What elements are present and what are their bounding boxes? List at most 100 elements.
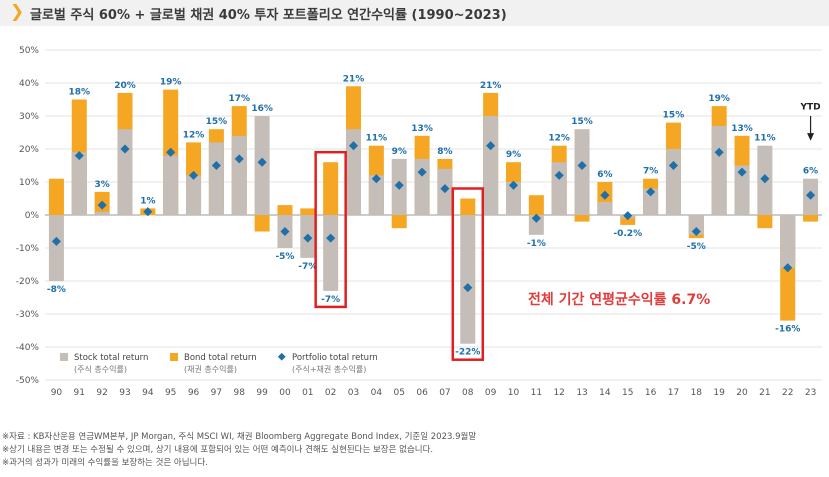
x-tick-label: 08 <box>462 388 474 398</box>
legend-sublabel: (주식+채권 총수익률) <box>292 364 366 374</box>
footnote-disclaimer: ※상기 내용은 변경 또는 수정될 수 있으며, 상기 내용에 포함되어 있는 … <box>2 445 434 455</box>
stock-bar-overlay <box>163 155 179 215</box>
x-tick-label: 19 <box>713 388 725 398</box>
data-label: 11% <box>754 134 776 144</box>
y-tick-label: 30% <box>19 112 39 122</box>
bond-bar <box>300 208 316 215</box>
data-label: -5% <box>275 252 294 262</box>
x-tick-label: 92 <box>96 388 107 398</box>
x-tick-label: 12 <box>553 388 564 398</box>
x-tick-label: 09 <box>485 388 497 398</box>
data-label: 6% <box>597 170 612 180</box>
x-tick-label: 06 <box>416 388 428 398</box>
x-tick-label: 04 <box>371 388 383 398</box>
highlight-box <box>314 150 347 309</box>
portfolio-marker <box>257 157 267 167</box>
bond-bar <box>528 195 544 215</box>
stock-bar-overlay <box>208 142 224 215</box>
x-tick-label: 22 <box>782 388 793 398</box>
data-label: 21% <box>343 74 365 84</box>
x-tick-label: 01 <box>302 388 313 398</box>
portfolio-marker <box>600 190 610 200</box>
data-label: 9% <box>506 150 521 160</box>
y-tick-label: 40% <box>19 79 39 89</box>
x-tick-label: 10 <box>508 388 520 398</box>
legend-sublabel: (채권 총수익률) <box>184 364 237 374</box>
data-label: -16% <box>775 325 800 335</box>
x-tick-label: 97 <box>211 388 222 398</box>
stock-bar-overlay <box>346 129 362 215</box>
data-label: 12% <box>183 130 205 140</box>
stock-bar-overlay <box>780 215 796 268</box>
legend-swatch <box>60 353 68 361</box>
stock-bar-overlay <box>734 165 750 215</box>
data-label: 19% <box>160 78 182 88</box>
bond-bar <box>323 162 339 215</box>
chart-header: ❯ 글로벌 주식 60% + 글로벌 채권 40% 투자 포트폴리오 연간수익률… <box>0 0 829 26</box>
y-tick-label: -50% <box>16 376 40 386</box>
portfolio-marker <box>74 151 84 161</box>
stock-bar-overlay <box>186 175 202 215</box>
stock-bar-overlay <box>711 125 727 215</box>
stock-bar-overlay <box>117 129 133 215</box>
stock-bar <box>460 215 476 344</box>
x-tick-label: 15 <box>622 388 633 398</box>
data-label: -7% <box>298 262 317 272</box>
data-label: -8% <box>47 285 66 295</box>
y-tick-label: -40% <box>16 343 40 353</box>
portfolio-marker <box>51 236 61 246</box>
bond-bar <box>48 178 64 215</box>
x-tick-label: 93 <box>119 388 130 398</box>
portfolio-marker <box>417 167 427 177</box>
x-tick-label: 90 <box>51 388 63 398</box>
portfolio-marker <box>120 144 130 154</box>
x-tick-label: 23 <box>805 388 816 398</box>
portfolio-marker <box>166 147 176 157</box>
highlight-box <box>451 187 485 361</box>
x-tick-label: 14 <box>599 388 611 398</box>
footnote-source: ※자료 : KB자산운용 연금WM본부, JP Morgan, 주식 MSCI … <box>2 432 477 442</box>
stock-bar-overlay <box>665 149 681 215</box>
x-tick-label: 02 <box>325 388 336 398</box>
y-tick-label: 20% <box>19 145 39 155</box>
average-return-annotation: 전체 기간 연평균수익률 6.7% <box>528 291 710 308</box>
data-label: -1% <box>527 239 546 249</box>
stock-bar-overlay <box>71 152 87 215</box>
data-label: 17% <box>228 94 250 104</box>
x-tick-label: 05 <box>393 388 404 398</box>
data-label: 3% <box>94 180 109 190</box>
x-tick-label: 91 <box>74 388 85 398</box>
stock-bar <box>574 129 590 215</box>
data-label: -5% <box>687 242 706 252</box>
portfolio-return-chart: -50% -40% -30% -20% -10% 0% 10% 20% 30% 40% 50% -8%… <box>16 46 822 398</box>
legend-label: Bond total return <box>184 353 257 363</box>
data-label: 6% <box>803 167 818 177</box>
y-tick-label: 10% <box>19 178 39 188</box>
stock-bar-overlay <box>483 116 499 215</box>
data-label: 19% <box>708 94 730 104</box>
data-label: -0.2% <box>613 229 642 239</box>
data-label: 12% <box>548 134 570 144</box>
stock-bar-overlay <box>231 135 247 215</box>
stock-bar-overlay <box>368 175 384 215</box>
footnote-past-performance: ※과거의 성과가 미래의 수익률을 보장하는 것은 아닙니다. <box>2 458 208 468</box>
x-tick-label: 18 <box>691 388 703 398</box>
y-tick-label: -10% <box>16 244 40 254</box>
portfolio-marker <box>714 147 724 157</box>
data-label: 7% <box>643 167 658 177</box>
data-label: 16% <box>251 104 273 114</box>
ytd-label: YTD <box>800 102 821 112</box>
x-tick-label: 94 <box>142 388 154 398</box>
stock-bar <box>323 215 339 291</box>
bond-bar <box>460 198 476 215</box>
data-label: 15% <box>206 117 228 127</box>
portfolio-marker <box>280 226 290 237</box>
data-label: 21% <box>480 81 502 91</box>
x-tick-label: 13 <box>576 388 587 398</box>
x-tick-label: 20 <box>736 388 748 398</box>
stock-bar-overlay <box>505 182 521 215</box>
bond-bar <box>574 215 590 222</box>
legend-swatch <box>170 353 178 361</box>
data-label: 13% <box>731 124 753 134</box>
legend-label: Stock total return <box>74 353 148 363</box>
